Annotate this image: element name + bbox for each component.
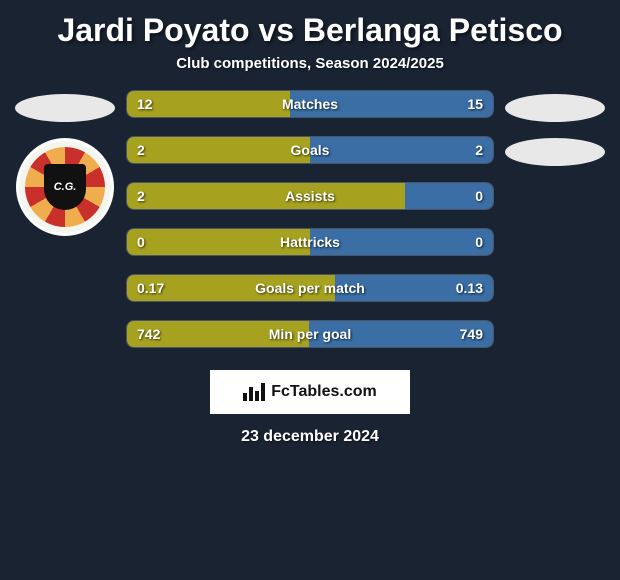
stat-value-right: 0.13 bbox=[456, 280, 483, 296]
stat-bar: 2 0 Assists bbox=[126, 182, 494, 210]
right-player-col bbox=[500, 90, 610, 166]
stat-value-right: 0 bbox=[475, 188, 483, 204]
stat-label: Goals bbox=[291, 142, 330, 158]
stat-value-left: 12 bbox=[137, 96, 153, 112]
stat-bar-left-fill bbox=[127, 137, 310, 163]
club-badge-stripes: C.G. bbox=[25, 147, 105, 227]
stat-bar: 12 15 Matches bbox=[126, 90, 494, 118]
stat-value-left: 742 bbox=[137, 326, 160, 342]
stat-value-left: 2 bbox=[137, 142, 145, 158]
club-badge-text: C.G. bbox=[44, 164, 86, 210]
stat-value-right: 2 bbox=[475, 142, 483, 158]
stat-value-right: 749 bbox=[460, 326, 483, 342]
stat-bar-left-fill bbox=[127, 183, 405, 209]
club-badge-placeholder bbox=[505, 138, 605, 166]
stat-bar-right-fill bbox=[310, 137, 493, 163]
player-photo-placeholder bbox=[15, 94, 115, 122]
footer-date: 23 december 2024 bbox=[0, 428, 620, 446]
stat-value-left: 0.17 bbox=[137, 280, 164, 296]
stat-bar: 742 749 Min per goal bbox=[126, 320, 494, 348]
page-subtitle: Club competitions, Season 2024/2025 bbox=[0, 55, 620, 90]
bar-chart-icon bbox=[243, 383, 265, 401]
stats-bars: 12 15 Matches 2 2 Goals 2 0 Assists 0 0 Hattricks 0.… bbox=[120, 90, 500, 348]
player-photo-placeholder bbox=[505, 94, 605, 122]
stat-value-right: 0 bbox=[475, 234, 483, 250]
stat-value-left: 0 bbox=[137, 234, 145, 250]
stat-label: Assists bbox=[285, 188, 335, 204]
stat-value-right: 15 bbox=[467, 96, 483, 112]
stat-value-left: 2 bbox=[137, 188, 145, 204]
club-badge: C.G. bbox=[16, 138, 114, 236]
stat-label: Matches bbox=[282, 96, 338, 112]
left-player-col: C.G. bbox=[10, 90, 120, 236]
stat-label: Hattricks bbox=[280, 234, 340, 250]
stat-label: Min per goal bbox=[269, 326, 351, 342]
stat-bar: 2 2 Goals bbox=[126, 136, 494, 164]
comparison-row: C.G. 12 15 Matches 2 2 Goals 2 0 Assists 0 0 Hattri… bbox=[0, 90, 620, 348]
stat-bar: 0 0 Hattricks bbox=[126, 228, 494, 256]
stat-label: Goals per match bbox=[255, 280, 365, 296]
brand-text: FcTables.com bbox=[271, 383, 377, 401]
page-title: Jardi Poyato vs Berlanga Petisco bbox=[0, 0, 620, 55]
stat-bar: 0.17 0.13 Goals per match bbox=[126, 274, 494, 302]
brand-logo: FcTables.com bbox=[210, 370, 410, 414]
